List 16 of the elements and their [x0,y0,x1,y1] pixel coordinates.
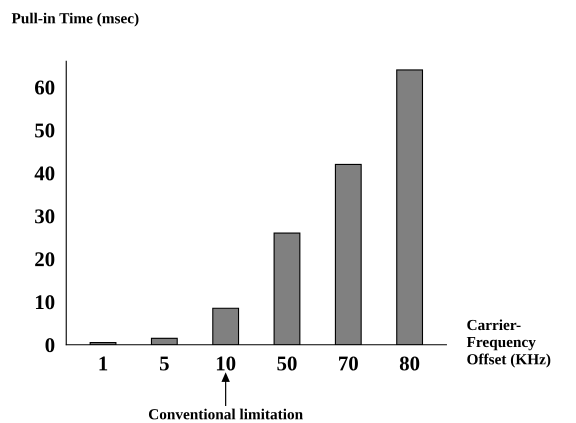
x-tick-label: 5 [160,356,169,371]
y-tick-label: 50 [35,123,54,138]
y-tick-label: 10 [36,295,54,310]
x-tick-label: 1 [99,356,108,370]
x-tick-label: 50 [277,356,297,371]
x-axis-title: Carrier- Frequency Offset (KHz) [466,319,550,368]
x-tick-label: 70 [339,356,358,371]
y-tick-label: 60 [35,80,54,95]
x-tick-label: 10 [216,356,236,371]
y-tick-label: 40 [34,166,54,180]
y-tick-label: 30 [35,209,54,224]
text: Conventional limitation [148,408,303,420]
y-axis-title: Pull-in Time (msec) [12,12,138,27]
y-tick-label: 0 [46,338,54,352]
x-tick-label: 80 [400,356,420,371]
y-tick-label: 20 [35,252,54,266]
